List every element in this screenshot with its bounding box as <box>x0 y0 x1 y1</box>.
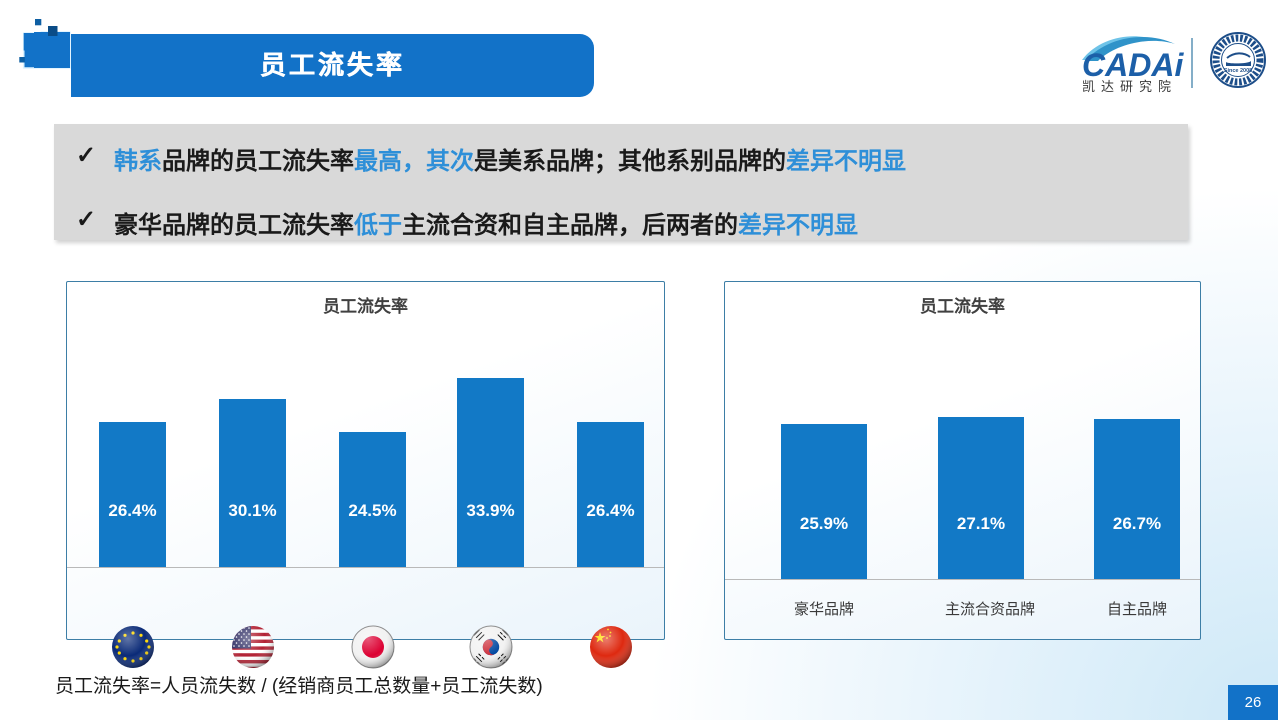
svg-text:CADAi: CADAi <box>1082 47 1184 83</box>
svg-text:Since 2008: Since 2008 <box>1224 68 1252 74</box>
svg-text:凯达研究院: 凯达研究院 <box>1082 79 1177 94</box>
